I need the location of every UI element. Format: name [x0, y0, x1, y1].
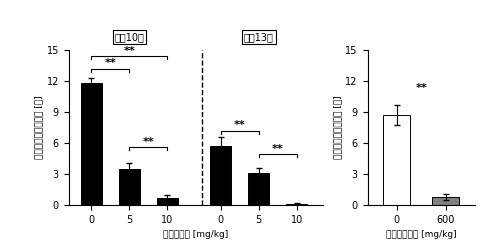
Bar	[286, 204, 307, 205]
Bar	[119, 169, 140, 205]
Bar	[157, 198, 178, 205]
Text: **: **	[416, 84, 427, 94]
Text: **: **	[272, 144, 284, 154]
Bar	[383, 115, 410, 205]
Bar	[210, 146, 231, 205]
X-axis label: リドカイン [mg/kg]: リドカイン [mg/kg]	[163, 230, 229, 239]
Bar	[81, 83, 102, 205]
Y-axis label: じっとしていた時間 [秒]: じっとしていた時間 [秒]	[334, 96, 343, 159]
Text: **: **	[234, 120, 245, 130]
Text: **: **	[123, 46, 135, 56]
Y-axis label: じっとしていた時間 [秒]: じっとしていた時間 [秒]	[35, 96, 44, 159]
Bar	[248, 173, 269, 205]
Bar	[432, 197, 459, 205]
Text: 生後13日: 生後13日	[244, 32, 274, 42]
Text: **: **	[104, 58, 116, 68]
X-axis label: ピリドキシン [mg/kg]: ピリドキシン [mg/kg]	[386, 230, 457, 239]
Text: **: **	[143, 136, 154, 146]
Text: 生後10日: 生後10日	[115, 32, 145, 42]
